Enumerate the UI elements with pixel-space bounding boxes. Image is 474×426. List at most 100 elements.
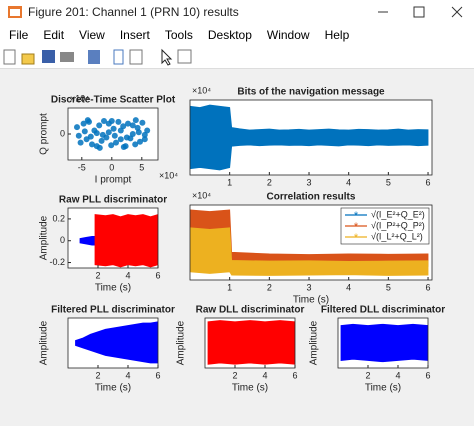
scatter-point (117, 127, 124, 134)
scatter-point (96, 144, 103, 151)
subplot: -5 0 5 0 Discrete-Time Scatter Plot I prompt Q… (39, 93, 179, 185)
app-icon (8, 6, 22, 18)
x-tick-label: 2 (267, 177, 272, 187)
scatter-point (132, 141, 139, 148)
window-title: Figure 201: Channel 1 (PRN 10) results (28, 5, 239, 19)
scatter-point (96, 122, 103, 129)
x-axis-label: Time (s) (232, 383, 268, 394)
scatter-point (111, 132, 118, 139)
axes-title: Filtered DLL discriminator (321, 305, 445, 316)
window-controls[interactable] (364, 0, 474, 24)
scatter-point (99, 131, 106, 138)
x-tick-label: 2 (267, 282, 272, 292)
x-tick-label: 4 (346, 177, 351, 187)
subplot: 2 4 6 Filtered DLL discriminator Time (s) Amp… (309, 305, 446, 394)
scatter-point (108, 142, 115, 149)
axes-title: Bits of the navigation message (237, 87, 385, 98)
x-tick-label: 6 (426, 282, 431, 292)
scatter-point (80, 120, 87, 127)
axes-frame (204, 317, 296, 369)
x-tick-label: 5 (139, 162, 144, 172)
plot-area (79, 214, 158, 268)
x-exponent: ×10⁴ (159, 170, 178, 180)
signal-envelope (340, 323, 428, 363)
x-tick-label: 2 (232, 370, 237, 380)
menu-item[interactable]: Insert (119, 28, 150, 42)
scatter-point (129, 131, 136, 137)
signal-envelope (190, 104, 429, 171)
axes-title: Raw PLL discriminator (59, 195, 167, 206)
x-tick-label: 4 (125, 270, 130, 280)
menu-item[interactable]: Window (266, 28, 310, 42)
y-axis-label: Amplitude (39, 215, 50, 260)
axes-frame (189, 204, 433, 281)
scatter-point (113, 139, 119, 146)
scatter-point (132, 117, 139, 124)
axes-frame (337, 317, 429, 369)
x-axis-label: Time (s) (95, 283, 131, 294)
menu-item[interactable]: File (9, 28, 29, 42)
axes-frame (67, 207, 159, 269)
menu-item[interactable]: View (79, 28, 105, 42)
scatter-point (125, 120, 131, 127)
signal-envelope (190, 227, 429, 276)
menu-bar: File Edit View Insert Tools Desktop Window Help (0, 24, 474, 46)
x-tick-label: 2 (365, 370, 370, 380)
y-tick-label: 0 (60, 128, 65, 138)
scatter-point (75, 132, 82, 139)
subplot: 1 2 3 4 5 6 Bits of the navigation message ×10⁴ (189, 85, 433, 187)
scatter-point (117, 136, 124, 143)
toolbar (0, 46, 474, 69)
axes-title: Correlation results (267, 192, 356, 203)
scatter-point (129, 122, 136, 129)
y-tick-label: -0.2 (49, 257, 65, 267)
x-tick-label: 2 (95, 270, 100, 280)
x-tick-label: 4 (395, 370, 400, 380)
plot-area (340, 323, 428, 363)
axes-frame (189, 99, 433, 176)
scatter-point (120, 144, 127, 150)
menu-item[interactable]: Tools (164, 28, 193, 42)
x-tick-label: 6 (155, 370, 160, 380)
figure-canvas: -5 0 5 0 Discrete-Time Scatter Plot I prompt Q… (39, 85, 446, 394)
x-tick-label: 3 (307, 177, 312, 187)
legend-marker: * (354, 210, 359, 222)
subplot: 2 4 6 Filtered PLL discriminator Time (s) Amp… (39, 305, 175, 394)
scatter-point (108, 118, 115, 124)
x-tick-label: 6 (426, 177, 431, 187)
legend-marker: * (354, 232, 359, 244)
plot-area (207, 320, 295, 365)
scatter-point (101, 118, 107, 124)
scatter-point (84, 117, 91, 124)
x-tick-label: 5 (386, 282, 391, 292)
x-tick-label: 1 (227, 282, 232, 292)
x-axis-label: I prompt (95, 175, 132, 186)
scatter-point (81, 128, 88, 135)
axes-title: Discrete-Time Scatter Plot (51, 95, 176, 106)
x-tick-label: 6 (425, 370, 430, 380)
menu-item[interactable]: Desktop (207, 28, 252, 42)
scatter-point (87, 133, 94, 140)
x-tick-label: 3 (307, 282, 312, 292)
toolbar-icons[interactable] (0, 46, 200, 68)
scatter-point (74, 124, 80, 131)
subplot: 1 2 3 4 5 6 Correlation results Time (s) ×10⁴ * √(… (189, 190, 433, 306)
y-exponent: ×10⁴ (70, 93, 89, 103)
plot-area (190, 104, 429, 171)
legend-marker: * (354, 221, 359, 233)
x-tick-label: 2 (95, 370, 100, 380)
menu-item[interactable]: Edit (43, 28, 65, 42)
scatter-point (139, 119, 146, 126)
signal-envelope (75, 321, 158, 364)
x-tick-label: 6 (155, 270, 160, 280)
x-tick-label: 0 (109, 162, 114, 172)
x-tick-label: 4 (125, 370, 130, 380)
legend-label: √(I_L²+Q_L²) (371, 231, 423, 241)
legend-label: √(I_E²+Q_E²) (371, 209, 425, 219)
menu-item[interactable]: Help (324, 28, 350, 42)
y-axis-label: Amplitude (39, 320, 50, 365)
y-axis-label: Q prompt (39, 113, 50, 155)
scatter-point (89, 141, 95, 148)
scatter-point (77, 139, 84, 146)
